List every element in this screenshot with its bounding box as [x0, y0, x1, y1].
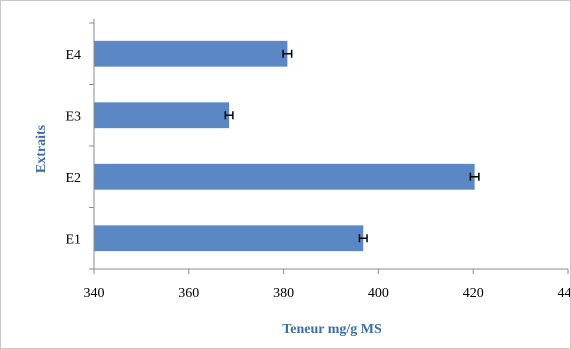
y-tick-label-e1: E1	[65, 232, 81, 247]
x-tick-label-400: 400	[368, 286, 389, 301]
x-tick-label-360: 360	[178, 286, 199, 301]
bar-e4	[94, 40, 288, 67]
error-bars-layer	[224, 49, 480, 243]
y-tick-label-e3: E3	[65, 109, 81, 124]
x-axis-title: Teneur mg/g MS	[282, 322, 382, 337]
y-tick-label-e2: E2	[65, 171, 81, 186]
x-tick-label-380: 380	[273, 286, 294, 301]
bar-e2	[94, 163, 475, 190]
y-axis-title: Extraits	[34, 124, 49, 173]
bar-e3	[94, 102, 230, 129]
x-tick-label-340: 340	[84, 286, 105, 301]
y-ticks-layer: E1 E2 E3 E4	[65, 22, 94, 270]
x-tick-label-420: 420	[463, 286, 484, 301]
bars-layer	[94, 40, 475, 252]
x-ticks-layer: 340 360 380 400 420 440	[84, 269, 571, 301]
bar-e1	[94, 225, 364, 252]
y-tick-label-e4: E4	[65, 48, 81, 63]
x-tick-label-440: 440	[558, 286, 571, 301]
